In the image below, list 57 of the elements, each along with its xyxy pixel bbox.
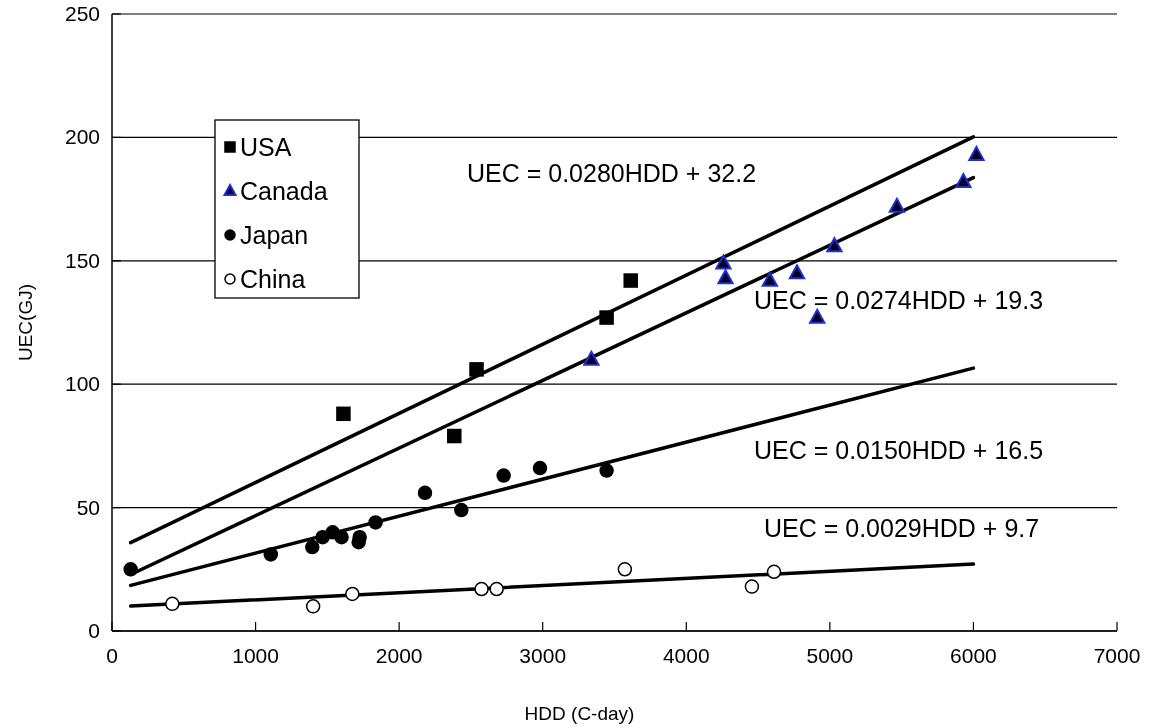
y-tick-label: 100 xyxy=(64,372,100,396)
point xyxy=(469,362,484,377)
point xyxy=(888,197,906,213)
point xyxy=(165,596,180,612)
annotation: UEC = 0.0274HDD + 19.3 xyxy=(754,286,1044,314)
legend-label: Japan xyxy=(240,221,309,249)
point xyxy=(599,463,614,478)
point xyxy=(496,468,511,483)
point xyxy=(305,599,321,614)
point xyxy=(447,428,462,444)
x-tick-label: 4000 xyxy=(662,644,710,667)
point xyxy=(617,562,633,577)
point xyxy=(583,350,600,366)
x-tick-label: 1000 xyxy=(232,644,279,667)
point xyxy=(305,539,320,555)
y-tick-label: 50 xyxy=(76,495,100,519)
point xyxy=(766,564,782,580)
annotation: UEC = 0.0029HDD + 9.7 xyxy=(764,514,1040,542)
point xyxy=(744,579,760,594)
point xyxy=(123,562,138,577)
point xyxy=(715,254,732,270)
y-tick-label: 0 xyxy=(88,619,100,642)
point xyxy=(368,515,383,530)
legend-label: USA xyxy=(240,133,292,161)
point xyxy=(788,264,806,280)
legend-label: Canada xyxy=(240,177,328,205)
point xyxy=(336,406,351,422)
x-axis-title: HDD (C-day) xyxy=(524,703,635,724)
point xyxy=(345,586,360,602)
y-axis-title: UEC(GJ) xyxy=(15,283,36,362)
annotation: UEC = 0.0280HDD + 32.2 xyxy=(467,159,757,187)
point xyxy=(532,460,548,476)
point xyxy=(489,581,504,597)
point xyxy=(263,547,279,562)
point xyxy=(599,310,614,325)
point xyxy=(826,237,843,253)
point xyxy=(717,269,734,285)
x-tick-label: 6000 xyxy=(950,644,997,667)
point xyxy=(809,308,826,324)
x-tick-label: 5000 xyxy=(806,644,854,667)
point xyxy=(761,271,778,287)
annotation: UEC = 0.0150HDD + 16.5 xyxy=(754,436,1044,464)
point xyxy=(955,173,972,189)
x-tick-label: 2000 xyxy=(375,644,423,667)
point xyxy=(623,273,638,288)
x-tick-label: 0 xyxy=(106,644,118,667)
point xyxy=(417,485,433,501)
y-tick-label: 200 xyxy=(64,125,100,149)
x-tick-label: 7000 xyxy=(1093,644,1141,667)
point xyxy=(968,145,985,161)
y-tick-label: 150 xyxy=(64,248,100,272)
legend-label: China xyxy=(240,265,306,293)
y-tick-label: 250 xyxy=(64,2,100,25)
point xyxy=(474,581,489,597)
x-tick-label: 3000 xyxy=(519,644,567,667)
point xyxy=(334,529,349,545)
point xyxy=(454,502,469,518)
